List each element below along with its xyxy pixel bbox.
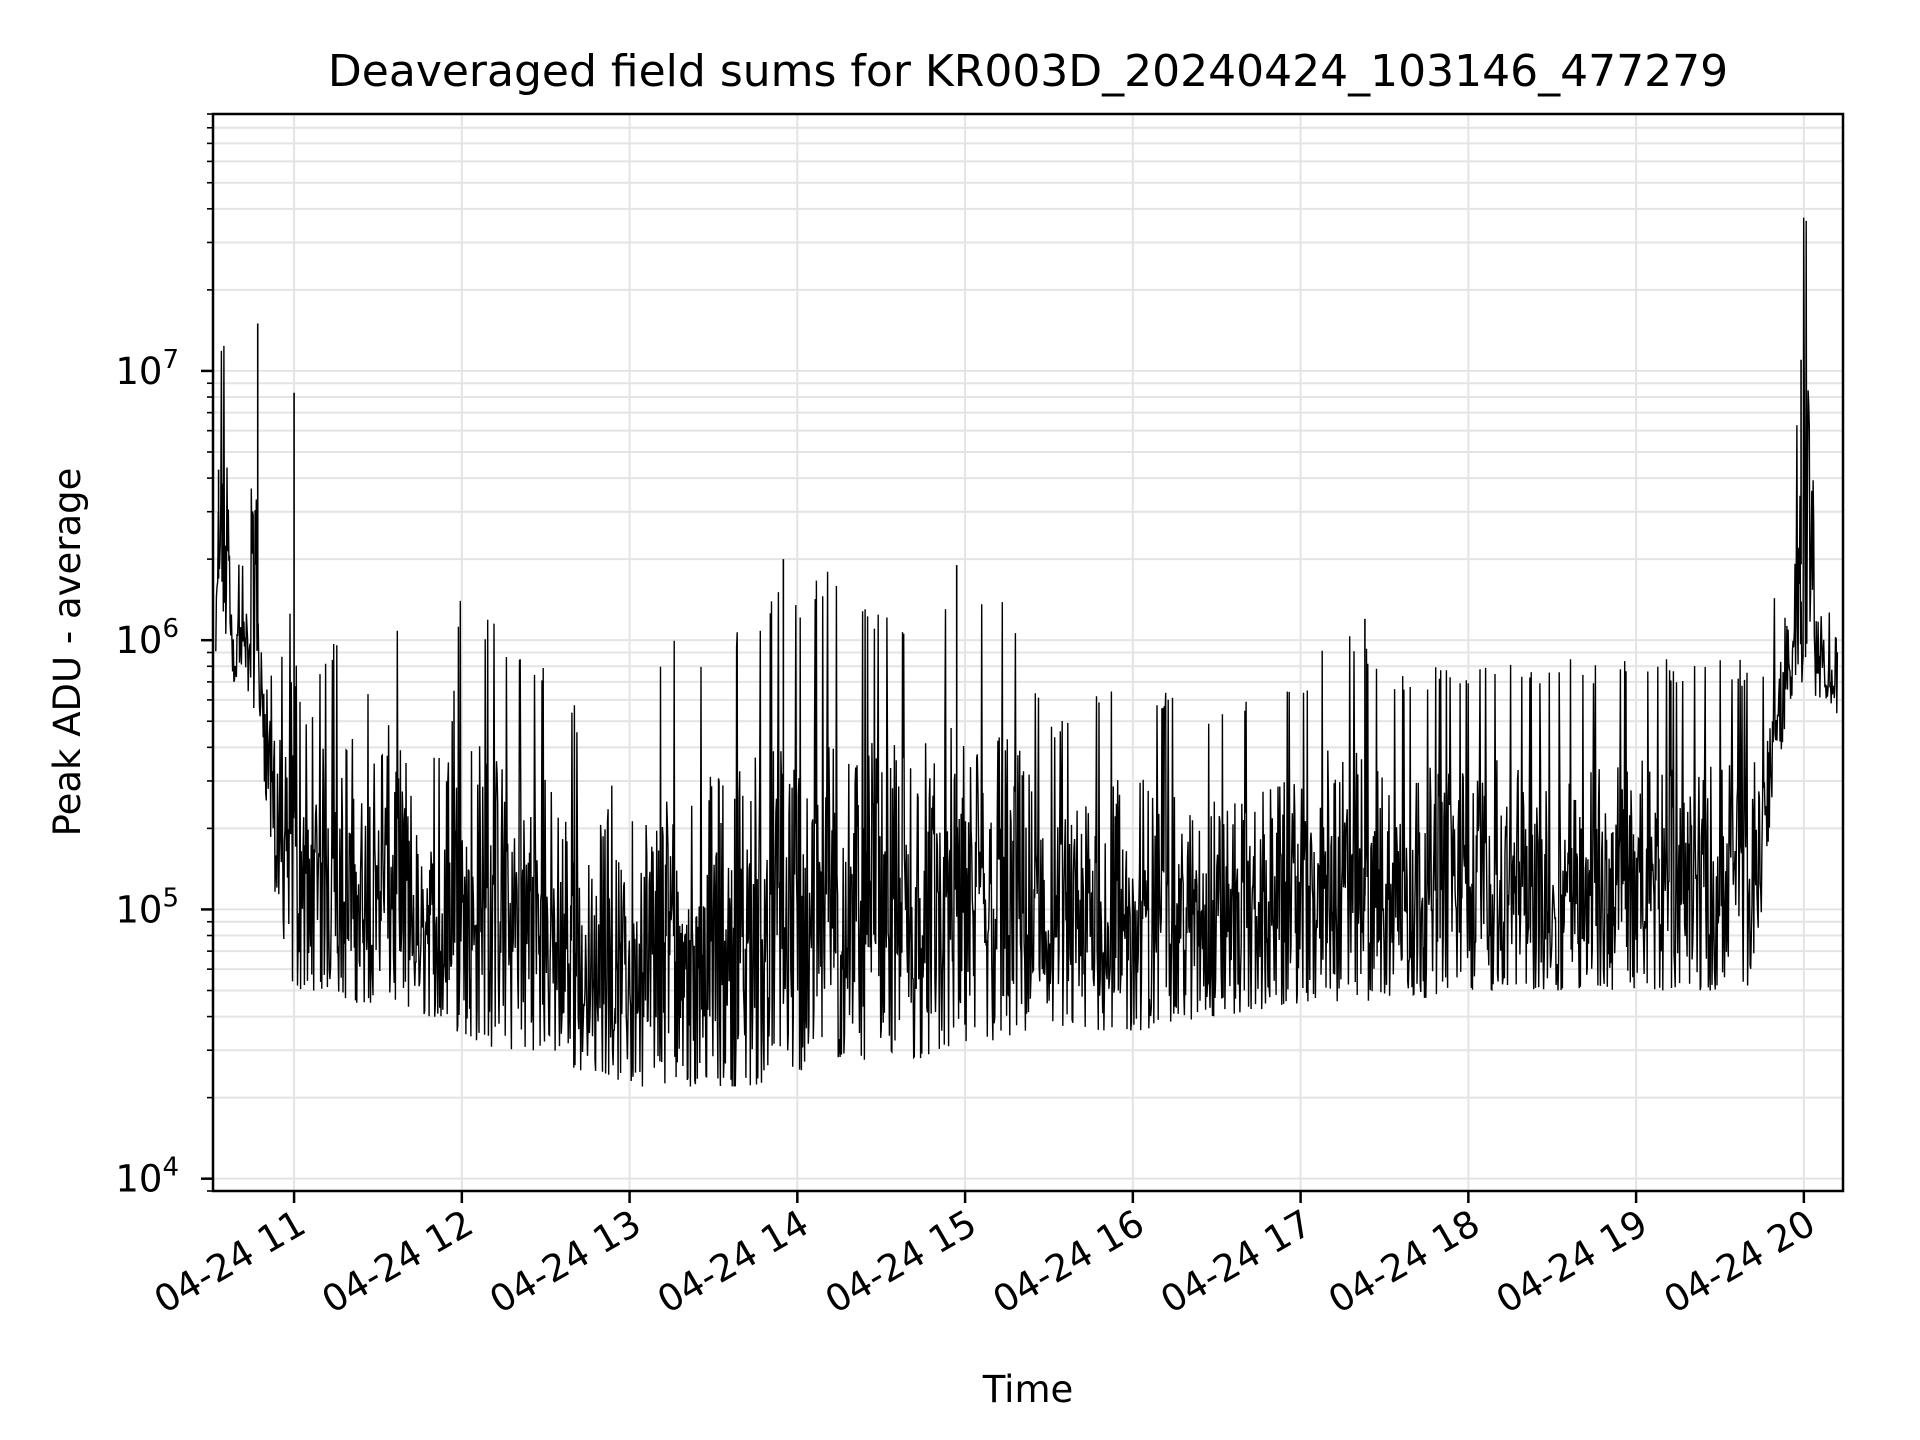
x-axis-label: Time <box>982 1368 1074 1411</box>
y-tick-exponent: 7 <box>162 345 179 375</box>
y-tick-base: 10 <box>115 619 162 662</box>
y-tick-base: 10 <box>115 888 162 931</box>
data-series <box>215 217 1839 1087</box>
y-tick-exponent: 4 <box>162 1153 179 1183</box>
y-tick-exponent: 6 <box>162 614 179 644</box>
y-tick-base: 10 <box>115 350 162 393</box>
chart-title: Deaveraged field sums for KR003D_2024042… <box>328 46 1728 97</box>
y-tick-label: 107 <box>115 345 179 393</box>
y-tick-label: 106 <box>115 614 179 662</box>
y-axis-label: Peak ADU - average <box>46 468 89 837</box>
series-line <box>215 217 1839 1087</box>
y-tick-exponent: 5 <box>162 883 179 913</box>
y-tick-label: 105 <box>115 883 179 931</box>
y-tick-label: 104 <box>115 1153 179 1201</box>
y-tick-base: 10 <box>115 1158 162 1201</box>
